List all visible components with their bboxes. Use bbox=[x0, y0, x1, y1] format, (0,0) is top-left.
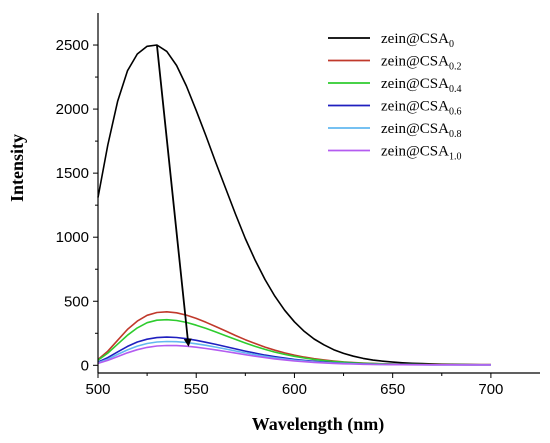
legend-entry-subscript: 0.8 bbox=[449, 129, 462, 140]
legend-entry-subscript: 0 bbox=[449, 39, 454, 50]
legend-entry-label: zein@CSA0 bbox=[381, 31, 454, 50]
x-tick-label: 550 bbox=[184, 381, 209, 398]
legend-entry-label: zein@CSA0.4 bbox=[381, 76, 461, 95]
x-tick-label: 700 bbox=[478, 381, 503, 398]
annotation-layer bbox=[156, 44, 192, 347]
y-tick-label: 1000 bbox=[56, 229, 89, 246]
series-line-0 bbox=[97, 44, 491, 366]
y-tick-label: 500 bbox=[64, 293, 89, 310]
axes-layer: 500 550 600 650 700 0 500 1000 1500 2000 2500 bbox=[56, 13, 540, 398]
legend-entry-subscript: 1.0 bbox=[449, 152, 462, 163]
legend-entry-label: zein@CSA1.0 bbox=[381, 144, 461, 163]
legend-entry-subscript: 0.4 bbox=[449, 84, 462, 95]
y-tick-label: 1500 bbox=[56, 165, 89, 182]
y-tick-label: 0 bbox=[81, 357, 89, 374]
legend-entry-label: zein@CSA0.2 bbox=[381, 54, 461, 73]
legend-entry-subscript: 0.2 bbox=[449, 62, 462, 73]
series-layer bbox=[97, 44, 491, 366]
legend-entry-label: zein@CSA0.6 bbox=[381, 99, 461, 118]
x-tick-label: 600 bbox=[282, 381, 307, 398]
legend: zein@CSA0 zein@CSA0.2 zein@CSA0.4 zein@CSA0… bbox=[328, 31, 461, 163]
y-axis-title: Intensity bbox=[7, 134, 27, 202]
legend-entry-label: zein@CSA0.8 bbox=[381, 121, 461, 140]
x-tick-label: 650 bbox=[380, 381, 405, 398]
y-tick-label: 2500 bbox=[56, 37, 89, 54]
legend-entry-subscript: 0.6 bbox=[449, 107, 462, 118]
x-tick-label: 500 bbox=[85, 381, 110, 398]
trend-arrow bbox=[156, 44, 192, 347]
x-axis-title: Wavelength (nm) bbox=[252, 414, 385, 435]
y-tick-label: 2000 bbox=[56, 101, 89, 118]
series-line-5 bbox=[97, 344, 491, 366]
